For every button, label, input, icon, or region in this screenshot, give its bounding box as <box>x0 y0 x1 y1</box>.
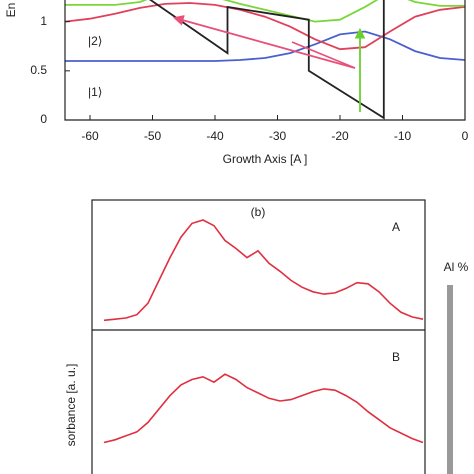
curve <box>65 30 465 62</box>
curve <box>65 0 465 23</box>
x-tick-label: 0 <box>462 129 469 143</box>
x-tick-label: -20 <box>331 129 349 143</box>
y-axis-label: En <box>4 3 18 18</box>
panel-frame <box>91 199 426 474</box>
panel-title: (b) <box>251 205 266 219</box>
side-label: Al % <box>444 260 469 274</box>
state-label: |2⟩ <box>88 34 102 48</box>
energy-chart: 0 0.5 1 -60 -50 -40 -30 -20 -10 0 Growth Axis [A ]… <box>4 0 469 166</box>
absorbance-chart: A B (b) sorbance [a. u.] Al % <box>64 199 469 474</box>
arrow <box>291 41 356 69</box>
x-tick-label: -60 <box>81 129 99 143</box>
y-tick-label: 0.5 <box>30 63 47 77</box>
x-tick-label: -50 <box>144 129 162 143</box>
al-bar <box>447 285 453 474</box>
spectrum-curve <box>103 219 424 322</box>
curve <box>65 2 465 51</box>
arrow <box>172 15 356 69</box>
state-label: |1⟩ <box>88 85 102 99</box>
curve <box>149 0 385 120</box>
panel-label: A <box>392 220 400 234</box>
x-tick-label: -30 <box>269 129 287 143</box>
panel-label: B <box>392 350 400 364</box>
y-tick-label: 0 <box>40 112 47 126</box>
axes-frame <box>64 0 466 121</box>
x-tick-label: -40 <box>206 129 224 143</box>
y-axis-label: sorbance [a. u.] <box>64 364 78 447</box>
x-axis-label: Growth Axis [A ] <box>223 152 308 166</box>
spectrum-curve <box>103 373 424 444</box>
x-tick-label: -10 <box>394 129 412 143</box>
y-tick-label: 1 <box>40 14 47 28</box>
